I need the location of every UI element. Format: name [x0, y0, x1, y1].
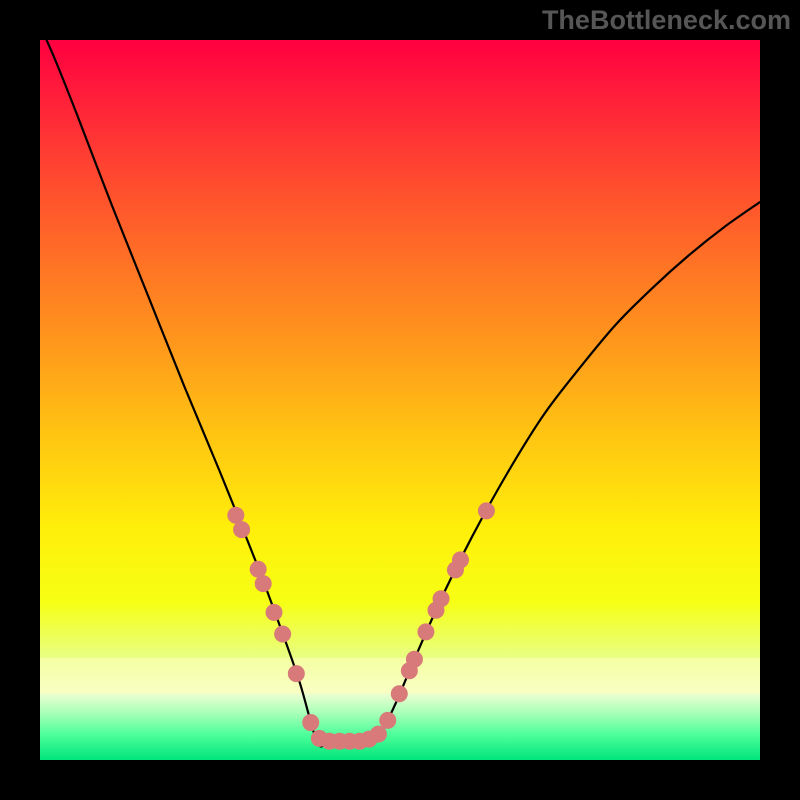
data-marker — [478, 503, 494, 519]
data-marker — [418, 624, 434, 640]
data-marker — [452, 552, 468, 568]
data-marker — [266, 604, 282, 620]
data-marker — [234, 522, 250, 538]
data-marker — [433, 591, 449, 607]
data-marker — [391, 686, 407, 702]
plot-background — [40, 40, 760, 760]
data-marker — [303, 715, 319, 731]
watermark-label: TheBottleneck.com — [542, 5, 791, 36]
data-marker — [406, 651, 422, 667]
data-marker — [228, 507, 244, 523]
stage: TheBottleneck.com — [0, 0, 800, 800]
plot-svg — [0, 0, 800, 800]
data-marker — [255, 576, 271, 592]
data-marker — [275, 626, 291, 642]
data-marker — [250, 561, 266, 577]
data-marker — [380, 712, 396, 728]
data-marker — [288, 666, 304, 682]
data-marker — [370, 726, 386, 742]
